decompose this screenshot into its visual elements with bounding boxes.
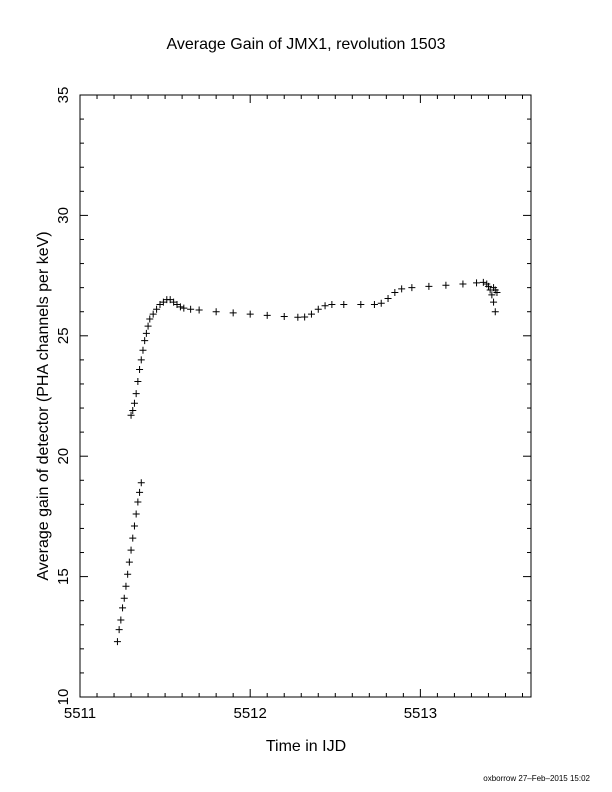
data-point: [459, 280, 467, 288]
data-point: [113, 638, 121, 646]
data-point: [137, 479, 145, 487]
data-point: [321, 302, 329, 310]
data-point: [141, 337, 149, 345]
data-point: [490, 298, 498, 306]
data-point: [120, 594, 128, 602]
y-tick-label: 15: [55, 568, 72, 585]
data-point: [246, 310, 254, 318]
data-point: [484, 282, 492, 290]
y-axis-label: Average gain of detector (PHA channels p…: [35, 231, 52, 581]
data-point: [377, 299, 385, 307]
data-point: [149, 310, 157, 318]
data-point: [195, 306, 203, 314]
data-point: [146, 315, 154, 323]
x-axis-label: Time in IJD: [265, 738, 347, 755]
x-tick-label: 5511: [64, 705, 96, 722]
plot-frame: [79, 94, 532, 698]
data-point: [137, 356, 145, 364]
y-tick-label: 30: [55, 207, 72, 224]
data-point: [328, 300, 336, 308]
data-point: [117, 616, 125, 624]
data-point: [425, 282, 433, 290]
data-point: [408, 284, 416, 292]
data-point: [294, 313, 302, 321]
data-point: [144, 322, 152, 330]
data-point: [134, 498, 142, 506]
data-point: [139, 346, 147, 354]
data-point: [473, 279, 481, 287]
data-point: [479, 278, 487, 286]
data-point: [391, 288, 399, 296]
data-point: [142, 329, 150, 337]
data-point: [115, 626, 123, 634]
data-point: [125, 558, 133, 566]
data-point: [340, 300, 348, 308]
data-point: [127, 411, 135, 419]
data-point: [153, 305, 161, 313]
data-point: [357, 300, 365, 308]
data-point: [119, 604, 127, 612]
y-tick-label: 20: [55, 448, 72, 465]
data-point: [134, 378, 142, 386]
data-point: [136, 488, 144, 496]
data-point: [370, 300, 378, 308]
data-point: [130, 399, 138, 407]
data-point: [127, 546, 135, 554]
data-point: [384, 294, 392, 302]
data-point: [176, 303, 184, 311]
data-point: [130, 522, 138, 530]
data-point: [132, 390, 140, 398]
data-point: [187, 305, 195, 313]
data-point: [493, 288, 501, 296]
data-point: [212, 308, 220, 316]
data-point: [301, 313, 309, 321]
data-point: [398, 285, 406, 293]
data-point: [136, 366, 144, 374]
data-point: [180, 304, 188, 312]
y-tick-label: 35: [55, 87, 72, 104]
data-point: [229, 309, 237, 317]
x-tick-label: 5512: [234, 705, 267, 722]
data-point: [280, 313, 288, 321]
chart-title: Average Gain of JMX1, revolution 1503: [166, 36, 446, 53]
data-point: [129, 406, 137, 414]
data-point: [307, 310, 315, 318]
data-point: [129, 534, 137, 542]
y-tick-label: 25: [55, 327, 72, 344]
data-point: [314, 305, 322, 313]
data-point: [442, 281, 450, 289]
plot-credit: oxborrow 27–Feb–2015 15:02: [483, 774, 590, 783]
data-point: [124, 570, 132, 578]
data-point: [132, 510, 140, 518]
data-point: [491, 308, 499, 316]
data-point: [263, 311, 271, 319]
data-point: [122, 582, 130, 590]
data-point: [488, 291, 496, 299]
y-tick-label: 10: [55, 689, 72, 706]
x-tick-label: 5513: [404, 705, 437, 722]
